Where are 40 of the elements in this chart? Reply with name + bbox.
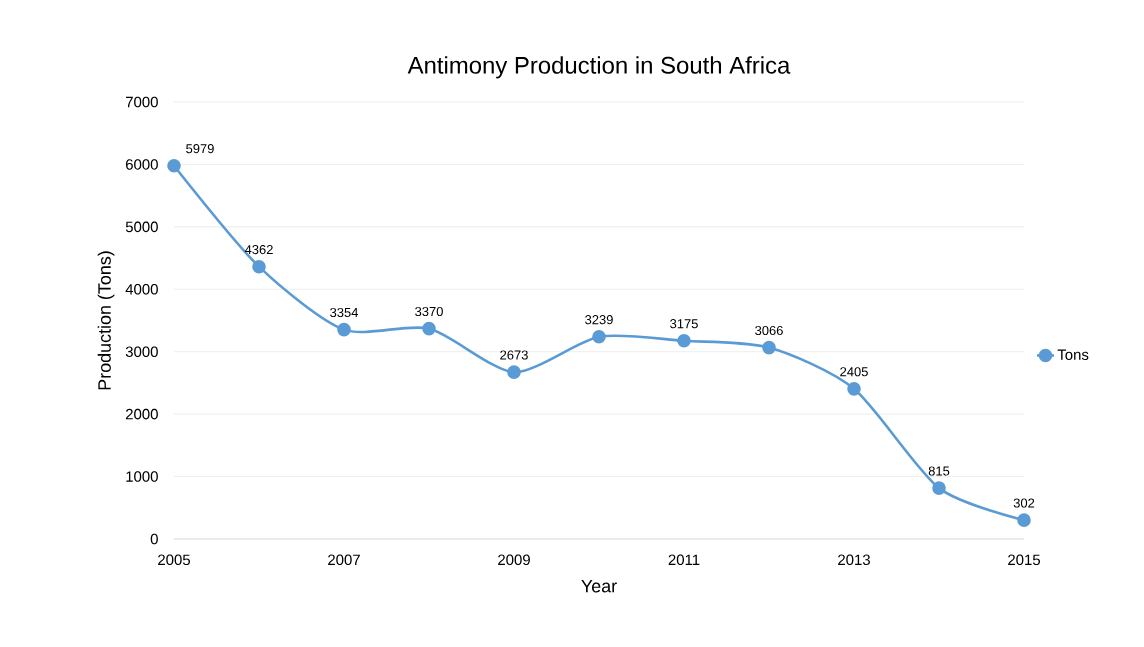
y-axis-title: Production (Tons) [97,251,115,390]
y-tick-label: 4000 [125,283,158,295]
x-axis-title: Year [581,579,617,593]
x-tick-label: 2013 [838,554,870,566]
x-tick-label: 2005 [158,554,190,566]
y-tick-label: 6000 [126,159,158,170]
x-tick-label: 2015 [1008,554,1040,566]
point [592,329,606,344]
point [932,481,946,495]
point [167,158,181,173]
point [337,322,351,337]
data-label: 3370 [415,306,443,317]
point [677,333,691,348]
data-label: 3354 [330,307,359,318]
data-label: 3066 [755,325,783,336]
chart-title: Antimony Production in South Africa [407,56,791,79]
x-tick-label: 2009 [498,554,530,566]
data-label: 3175 [670,319,698,329]
legend-label: Tons [1057,349,1089,360]
data-label: 2405 [840,367,868,377]
point [252,259,266,274]
x-tick-label: 2011 [668,554,700,566]
point [507,365,521,379]
y-tick-label: 0 [150,533,158,545]
point [847,382,861,396]
y-tick-label: 2000 [125,408,158,420]
data-label: 815 [928,466,950,476]
y-tick-label: 3000 [125,346,158,357]
data-label: 302 [1013,498,1035,508]
y-tick-label: 7000 [126,96,158,108]
point [422,321,436,336]
point [762,340,776,355]
x-tick-label: 2007 [328,554,360,566]
data-label: 5979 [186,144,214,154]
y-tick-label: 1000 [126,471,158,482]
point [1017,513,1031,527]
y-tick-label: 5000 [125,221,158,233]
data-label: 4362 [244,244,273,255]
data-label: 3239 [585,315,613,325]
data-label: 2673 [500,350,528,360]
